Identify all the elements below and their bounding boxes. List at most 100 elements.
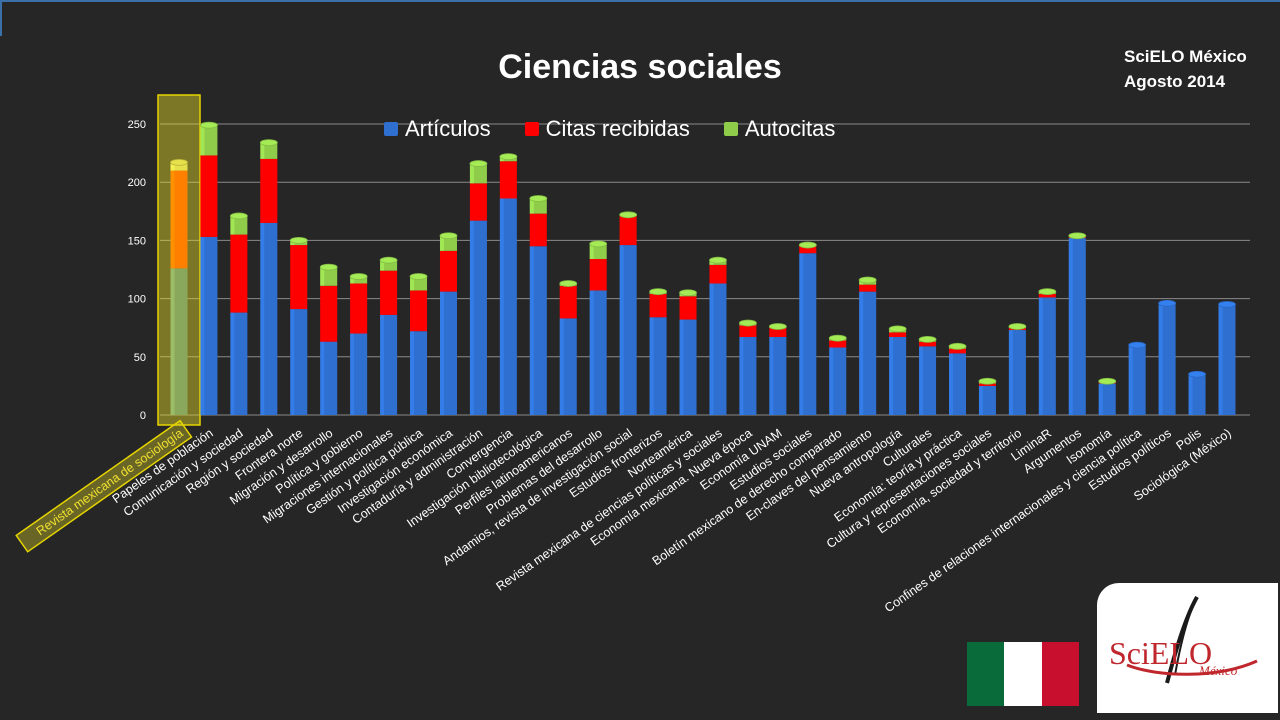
bar-cap (559, 280, 578, 287)
bar-highlight (320, 341, 325, 415)
bar-segment (679, 319, 697, 415)
bar-highlight (619, 215, 624, 246)
bar-segment (380, 270, 398, 315)
bar-highlight (290, 245, 295, 310)
legend-item-autocitas: Autocitas (723, 116, 836, 142)
bar-segment (949, 348, 967, 354)
bar-cap (499, 153, 518, 160)
bar-highlight (769, 337, 774, 415)
bar-segment (260, 158, 278, 223)
bar-highlight (230, 234, 235, 313)
bar-segment (739, 337, 757, 415)
bar-highlight (439, 291, 444, 415)
bar-segment (290, 309, 308, 415)
bar-segment (260, 222, 278, 415)
y-tick-label: 0 (140, 410, 146, 422)
bar-segment (1218, 304, 1236, 415)
bar-segment (529, 198, 547, 214)
bar-cap (649, 288, 667, 296)
bar-cap (229, 212, 248, 220)
bar-cap (1008, 323, 1027, 330)
bar-segment (919, 341, 937, 347)
bar-highlight (589, 290, 594, 415)
bar-segment (230, 312, 248, 415)
bar-cap (289, 236, 308, 244)
bar-segment (1008, 330, 1026, 415)
bar-highlight (1068, 238, 1073, 415)
bar-cap (798, 241, 817, 249)
bar-segment (529, 213, 547, 247)
bar-highlight (1188, 374, 1193, 415)
bar-highlight (829, 347, 834, 415)
bar-highlight (589, 259, 594, 291)
bar-highlight (1008, 330, 1013, 415)
legend-label-autocitas: Autocitas (744, 116, 836, 141)
bar-cap (439, 232, 458, 240)
bar-segment (859, 291, 877, 415)
bar-highlight (889, 332, 894, 338)
bar-cap (170, 159, 188, 166)
bar-segment (410, 290, 428, 332)
bar-segment (410, 276, 428, 291)
bar-cap (1158, 299, 1177, 307)
bar-segment (799, 246, 817, 254)
bar-cap (379, 256, 398, 264)
bar-segment (439, 235, 457, 251)
bar-segment (829, 340, 847, 348)
bar-cap (709, 256, 727, 264)
bar-highlight (469, 183, 474, 221)
bar-highlight (589, 243, 594, 260)
bar-segment (1038, 293, 1056, 298)
grid-layer (160, 123, 1250, 416)
corner-line-1: SciELO México (1124, 47, 1247, 66)
bar-segment (320, 267, 338, 286)
bar-highlight (649, 293, 654, 318)
bar-cap (978, 377, 997, 385)
bar-cap (888, 325, 907, 333)
bar-highlight (260, 158, 265, 223)
y-tick-label: 100 (128, 294, 146, 306)
bar-segment (1098, 383, 1116, 415)
bar-cap (739, 319, 757, 327)
bar-segment (499, 198, 517, 415)
bar-highlight (1218, 304, 1223, 415)
y-tick-label: 150 (128, 235, 146, 247)
bar-segment (559, 285, 577, 319)
bar-highlight (469, 220, 474, 415)
bar-cap (1068, 232, 1087, 240)
bar-segment (350, 283, 368, 334)
y-tick-label: 50 (134, 352, 146, 364)
bar-highlight (739, 337, 744, 415)
flag-stripe-red (1041, 642, 1079, 706)
bar-cap (349, 273, 368, 280)
bar-highlight (859, 291, 864, 415)
flag-stripe-green (967, 642, 1005, 706)
bar-highlight (859, 284, 864, 292)
bar-segment (949, 353, 967, 415)
bar-highlight (170, 162, 175, 171)
bar-segment (380, 260, 398, 271)
bar-highlight (499, 161, 504, 199)
bar-highlight (919, 346, 924, 415)
bar-segment (619, 215, 637, 246)
bar-highlight (529, 198, 534, 214)
bar-highlight (679, 296, 684, 320)
bar-cap (1128, 341, 1147, 349)
bar-cap (1218, 301, 1236, 308)
bar-highlight (230, 215, 235, 235)
bar-cap (529, 195, 548, 202)
bars-layer (170, 121, 1236, 415)
bar-cap (200, 121, 218, 129)
bar-highlight (380, 260, 385, 271)
bar-segment (410, 331, 428, 415)
legend-item-citas: Citas recibidas (524, 116, 690, 142)
bar-highlight (739, 325, 744, 338)
bar-cap (1188, 370, 1206, 378)
bar-segment (170, 162, 188, 171)
bar-segment (799, 253, 817, 415)
bar-highlight (978, 383, 983, 386)
bar-highlight (410, 331, 415, 415)
bar-segment (320, 341, 338, 415)
bar-segment (350, 276, 368, 284)
